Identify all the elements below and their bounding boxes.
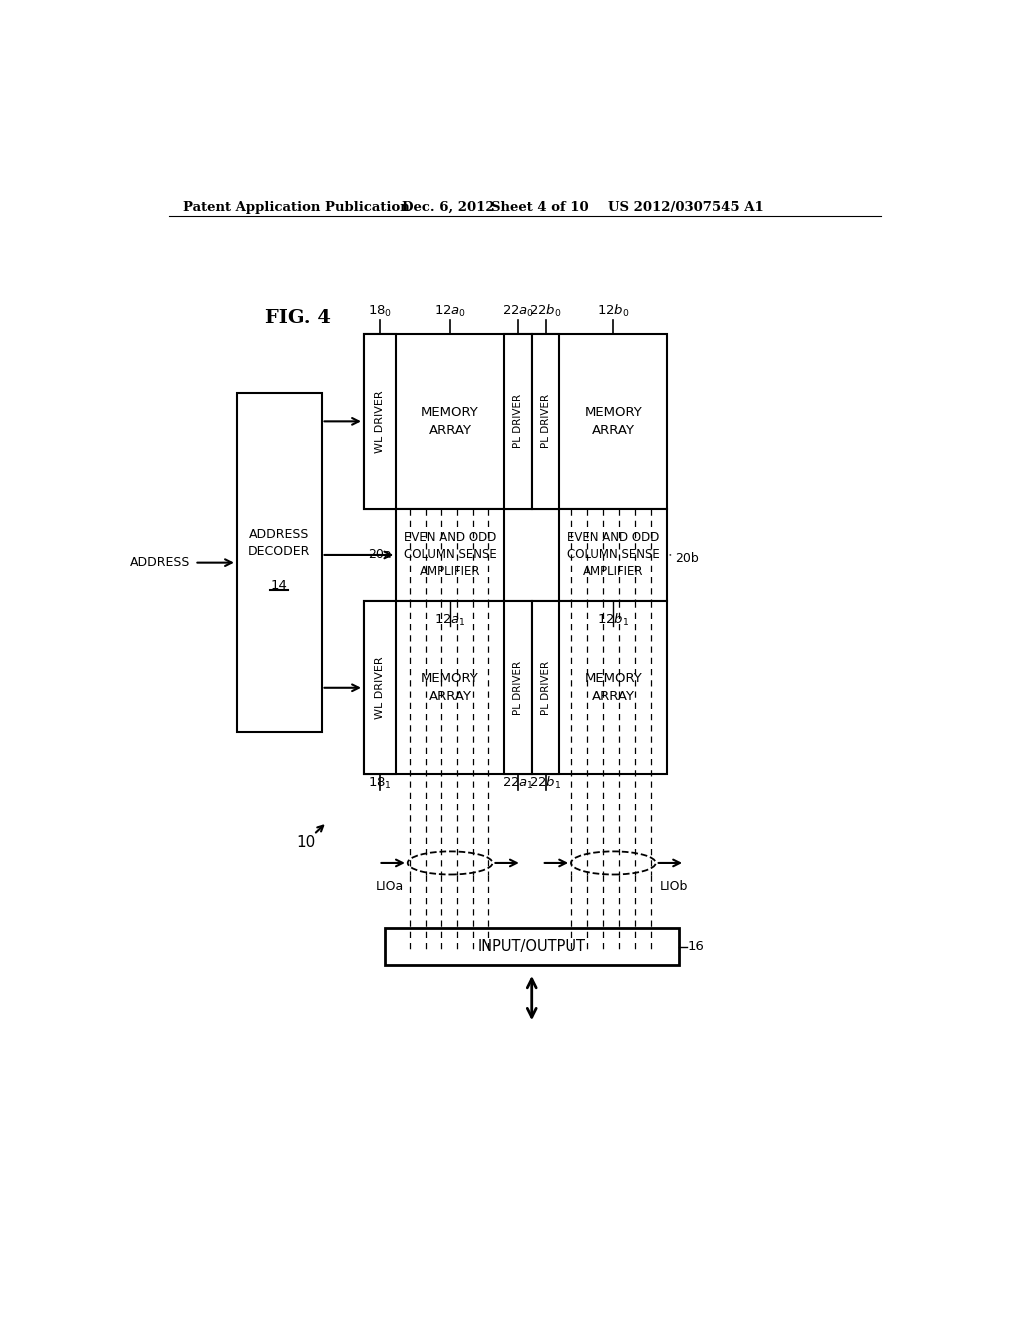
Text: EVEN AND ODD
COLUMN SENSE
AMPLIFIER: EVEN AND ODD COLUMN SENSE AMPLIFIER xyxy=(567,532,659,578)
Text: $12b_1$: $12b_1$ xyxy=(597,612,630,628)
Bar xyxy=(364,334,668,508)
Text: PL DRIVER: PL DRIVER xyxy=(513,661,523,715)
Bar xyxy=(385,928,679,965)
Bar xyxy=(364,601,668,775)
Bar xyxy=(559,508,668,601)
Text: PL DRIVER: PL DRIVER xyxy=(541,395,551,449)
Text: $22a_0$: $22a_0$ xyxy=(502,304,534,318)
Text: ADDRESS
DECODER: ADDRESS DECODER xyxy=(248,528,310,558)
Text: 10: 10 xyxy=(297,834,315,850)
Text: LIOb: LIOb xyxy=(659,880,688,892)
Text: PL DRIVER: PL DRIVER xyxy=(513,395,523,449)
Text: $18_1$: $18_1$ xyxy=(368,776,392,792)
Text: Sheet 4 of 10: Sheet 4 of 10 xyxy=(490,201,589,214)
Bar xyxy=(364,601,396,775)
Text: $12a_1$: $12a_1$ xyxy=(434,612,466,628)
Text: Patent Application Publication: Patent Application Publication xyxy=(183,201,410,214)
Text: Dec. 6, 2012: Dec. 6, 2012 xyxy=(401,201,495,214)
Text: MEMORY
ARRAY: MEMORY ARRAY xyxy=(421,672,479,704)
Text: MEMORY
ARRAY: MEMORY ARRAY xyxy=(421,405,479,437)
Text: US 2012/0307545 A1: US 2012/0307545 A1 xyxy=(608,201,764,214)
Bar xyxy=(364,334,396,508)
Text: $12b_0$: $12b_0$ xyxy=(597,302,630,318)
Text: EVEN AND ODD
COLUMN SENSE
AMPLIFIER: EVEN AND ODD COLUMN SENSE AMPLIFIER xyxy=(403,532,497,578)
Bar xyxy=(531,334,559,508)
Text: PL DRIVER: PL DRIVER xyxy=(541,661,551,715)
Text: LIOa: LIOa xyxy=(376,880,403,892)
Text: $22b_0$: $22b_0$ xyxy=(529,302,562,318)
Text: INPUT/OUTPUT: INPUT/OUTPUT xyxy=(478,940,586,954)
Text: FIG. 4: FIG. 4 xyxy=(265,309,331,326)
Bar xyxy=(237,393,322,733)
Text: $18_0$: $18_0$ xyxy=(368,304,392,318)
Text: 20a: 20a xyxy=(368,548,391,561)
Text: 16: 16 xyxy=(688,940,705,953)
Text: WL DRIVER: WL DRIVER xyxy=(375,656,385,719)
Text: MEMORY
ARRAY: MEMORY ARRAY xyxy=(585,672,642,704)
Bar xyxy=(396,508,504,601)
Text: 14: 14 xyxy=(270,579,288,593)
Bar xyxy=(531,601,559,775)
Text: 20b: 20b xyxy=(675,552,698,565)
Text: WL DRIVER: WL DRIVER xyxy=(375,389,385,453)
Text: MEMORY
ARRAY: MEMORY ARRAY xyxy=(585,405,642,437)
Text: $22b_1$: $22b_1$ xyxy=(529,775,562,792)
Text: $22a_1$: $22a_1$ xyxy=(502,776,534,792)
Bar xyxy=(504,334,531,508)
Text: $12a_0$: $12a_0$ xyxy=(434,304,466,318)
Bar xyxy=(504,601,531,775)
Text: ADDRESS: ADDRESS xyxy=(130,556,190,569)
